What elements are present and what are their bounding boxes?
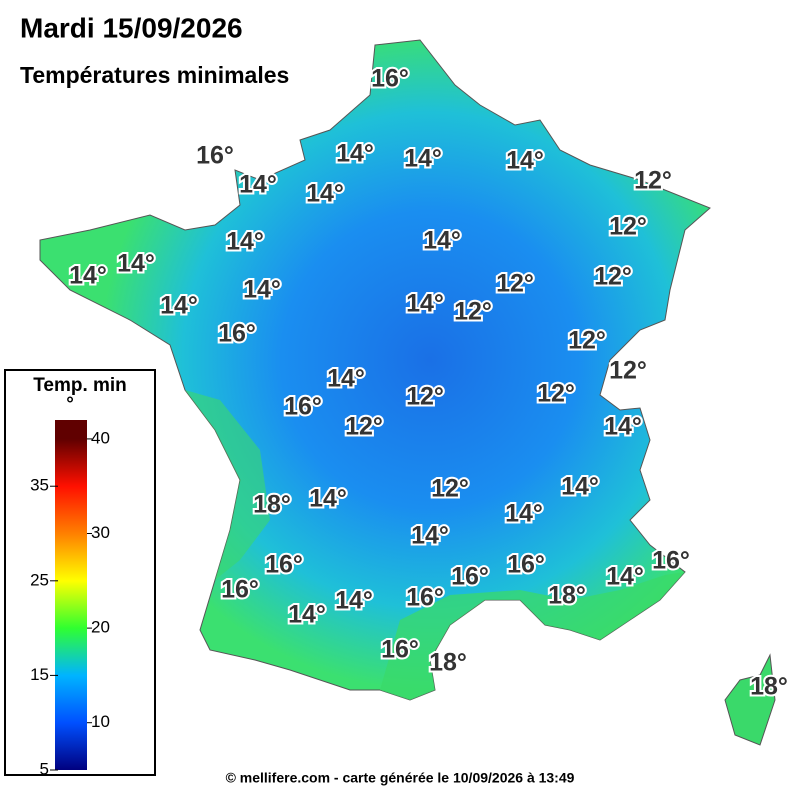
legend-title: Temp. min [33, 375, 127, 396]
temperature-label: 16° [218, 320, 256, 348]
footer: © mellifere.com - carte générée le 10/09… [226, 770, 575, 786]
temperature-label: 14° [306, 180, 344, 208]
temperature-label: 16° [406, 584, 444, 612]
temperature-label: 18° [548, 582, 586, 610]
map-labels: 16°16° 14° 14° 14°12°14° 14°12°14° 14°14° 14° 1… [67, 63, 790, 703]
temperature-label: 14° [506, 147, 544, 175]
legend-scale: 5 10 15 20 25 30 35 40 [30, 420, 110, 778]
temperature-label: 14° [505, 500, 543, 528]
temperature-label: 14° [606, 563, 644, 591]
temperature-label: 14° [423, 227, 461, 255]
temperature-label: 16° [284, 393, 322, 421]
temperature-label: 16° [652, 547, 690, 575]
temperature-label: 18° [253, 491, 291, 519]
temperature-label: 14° [404, 145, 442, 173]
legend-unit: ° [66, 394, 74, 415]
temperature-label: 12° [568, 327, 606, 355]
legend-tick-label: 40 [91, 428, 110, 447]
south-warm-zone [380, 572, 685, 700]
temperature-label: 14° [69, 262, 107, 290]
temperature-label: 14° [406, 290, 444, 318]
temperature-label: 14° [226, 228, 264, 256]
temperature-label: 14° [288, 601, 326, 629]
temperature-label: 12° [609, 357, 647, 385]
temperature-label: 12° [431, 475, 469, 503]
temperature-label: 14° [561, 473, 599, 501]
temperature-label: 18° [750, 673, 788, 701]
temperature-label: 16° [451, 563, 489, 591]
temperature-label: 12° [454, 298, 492, 326]
temperature-label: 14° [160, 292, 198, 320]
color-bar [55, 420, 87, 770]
corsica-map [724, 653, 776, 746]
temperature-label: 14° [336, 140, 374, 168]
title: Mardi 15/09/2026 [20, 12, 243, 43]
temperature-label: 14° [243, 276, 281, 304]
temperature-label: 14° [604, 413, 642, 441]
legend-tick-label: 30 [91, 523, 110, 542]
temperature-label: 16° [381, 636, 419, 664]
temperature-label: 12° [496, 270, 534, 298]
legend-tick-label: 35 [30, 476, 49, 495]
temperature-label: 12° [537, 380, 575, 408]
temperature-label: 12° [345, 413, 383, 441]
legend-tick-label: 20 [91, 618, 110, 637]
temperature-label: 12° [634, 167, 672, 195]
legend-tick-label: 10 [91, 712, 110, 731]
legend-tick-label: 15 [30, 665, 49, 684]
temperature-label: 16° [507, 551, 545, 579]
temperature-label: 14° [309, 485, 347, 513]
legend-tick-label: 5 [40, 759, 49, 778]
temperature-label: 16° [371, 65, 409, 93]
temperature-label: 16° [265, 551, 303, 579]
temperature-label: 18° [429, 649, 467, 677]
temperature-label: 14° [335, 587, 373, 615]
temperature-label: 12° [594, 263, 632, 291]
temperature-label: 14° [327, 365, 365, 393]
legend-tick-label: 25 [30, 570, 49, 589]
temperature-label: 14° [411, 522, 449, 550]
subtitle: Températures minimales [20, 62, 289, 88]
temperature-label: 14° [239, 171, 277, 199]
temperature-label: 14° [117, 250, 155, 278]
west-warm-zone [185, 390, 270, 580]
temperature-label: 12° [406, 383, 444, 411]
temperature-label: 16° [221, 576, 259, 604]
temperature-label: 12° [609, 213, 647, 241]
temperature-label: 16° [196, 142, 234, 170]
